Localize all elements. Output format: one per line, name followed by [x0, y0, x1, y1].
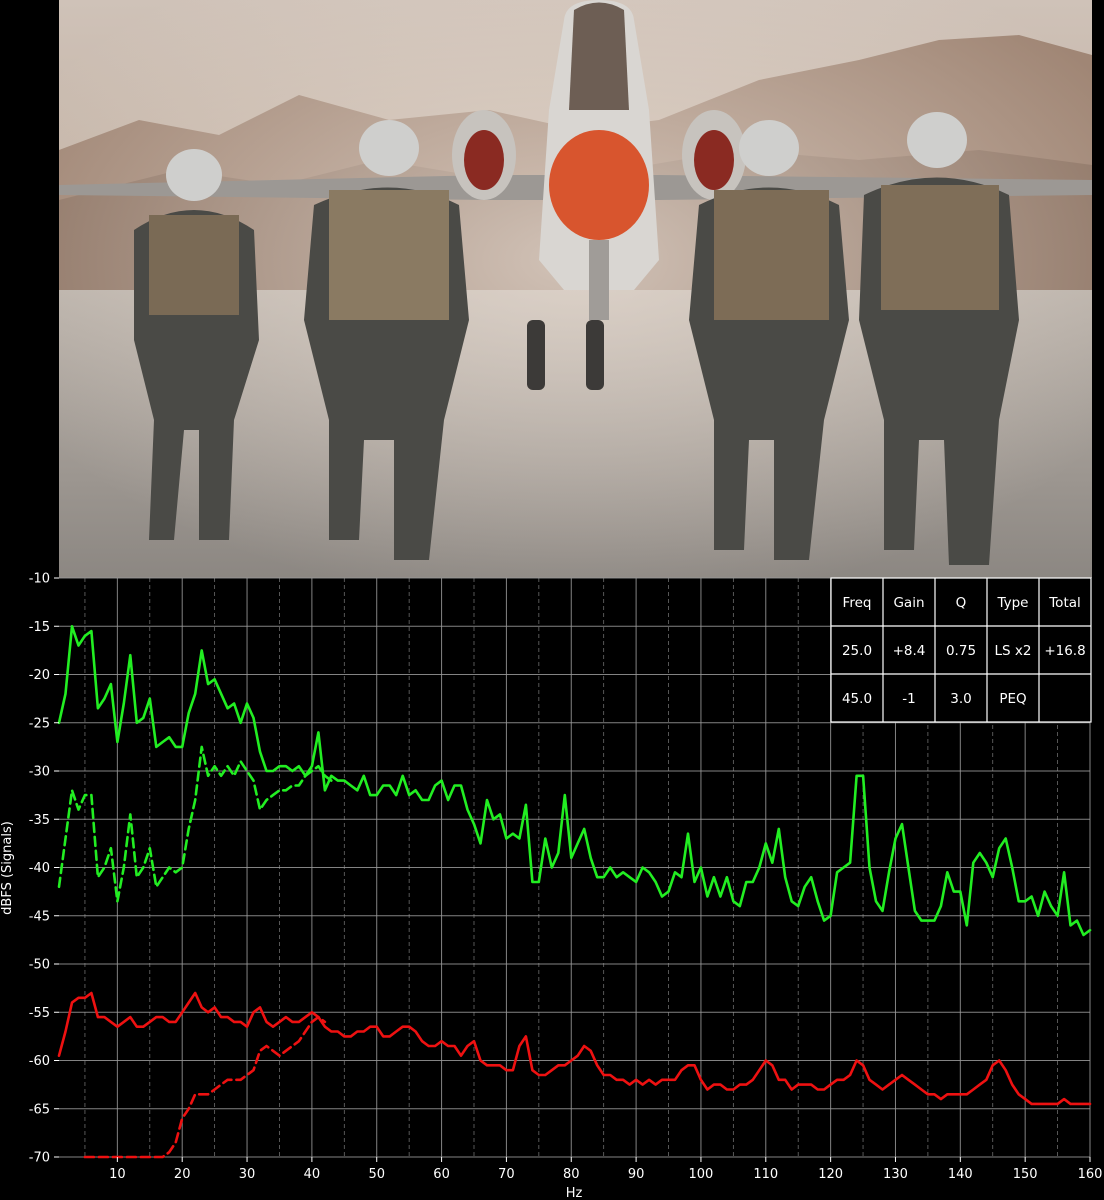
x-tick-label: 10 [109, 1167, 126, 1182]
x-tick-label: 150 [1013, 1167, 1038, 1182]
eq-table-cell: 25.0 [842, 643, 872, 659]
series-line-green-solid [57, 625, 1092, 937]
eq-table-cell: 0.75 [946, 643, 976, 659]
y-tick-label: -20 [29, 668, 50, 683]
eq-table-cell: +8.4 [893, 643, 926, 659]
y-tick-label: -50 [29, 958, 50, 973]
eq-table-cell: -1 [902, 691, 915, 707]
x-tick-label: 30 [239, 1167, 256, 1182]
x-tick-label: 40 [304, 1167, 321, 1182]
y-axis-label: dBFS (Signals) [0, 821, 15, 915]
y-tick-label: -40 [29, 861, 50, 876]
x-tick-label: 80 [563, 1167, 580, 1182]
x-tick-label: 70 [498, 1167, 515, 1182]
x-tick-label: 50 [368, 1167, 385, 1182]
eq-table-cell: 45.0 [842, 691, 872, 707]
x-tick-label: 120 [818, 1167, 843, 1182]
y-tick-label: -45 [29, 909, 50, 924]
x-axis-label: Hz [566, 1186, 583, 1200]
y-tick-label: -55 [29, 1006, 50, 1021]
eq-table-cell: +16.8 [1044, 643, 1085, 659]
eq-table-header: Freq [843, 595, 872, 611]
background-photo [59, 0, 1092, 578]
x-tick-label: 100 [689, 1167, 714, 1182]
eq-table-cell: PEQ [999, 691, 1026, 707]
eq-table-header: Gain [893, 595, 924, 611]
x-tick-label: 20 [174, 1167, 191, 1182]
photo-icon [59, 0, 1092, 578]
eq-table: Freq Gain Q Type Total 25.0 +8.4 0.75 LS x2 +16.8… [830, 577, 1092, 723]
series-line-green-dashed [57, 745, 333, 903]
y-tick-labels: -10 -15 -20 -25 -30 -35 -40 -45 -50 -55 -60 -65 -70 [29, 572, 59, 1166]
y-tick-label: -65 [29, 1102, 50, 1117]
eq-table-cell: LS x2 [995, 643, 1032, 659]
x-tick-labels: 10 20 30 40 50 60 70 80 90 100 110 120 130 140 150 160 [109, 1157, 1102, 1182]
y-tick-label: -35 [29, 813, 50, 828]
x-tick-label: 160 [1078, 1167, 1103, 1182]
x-tick-label: 110 [753, 1167, 778, 1182]
y-tick-label: -10 [29, 572, 50, 587]
y-tick-label: -30 [29, 765, 50, 780]
y-tick-label: -15 [29, 620, 50, 635]
eq-table-header: Total [1048, 595, 1081, 611]
series-group [57, 625, 1092, 1159]
x-tick-label: 140 [948, 1167, 973, 1182]
series-line-red-solid [57, 991, 1092, 1106]
x-tick-label: 90 [628, 1167, 645, 1182]
eq-table-cell: 3.0 [950, 691, 971, 707]
y-tick-label: -60 [29, 1054, 50, 1069]
series-line-red-dashed [83, 1015, 327, 1159]
x-tick-label: 60 [433, 1167, 450, 1182]
eq-table-frame [830, 577, 1092, 723]
eq-table-header: Type [996, 595, 1028, 611]
x-tick-label: 130 [883, 1167, 908, 1182]
y-tick-label: -25 [29, 716, 50, 731]
y-tick-label: -70 [29, 1151, 50, 1166]
eq-table-header: Q [956, 595, 967, 611]
